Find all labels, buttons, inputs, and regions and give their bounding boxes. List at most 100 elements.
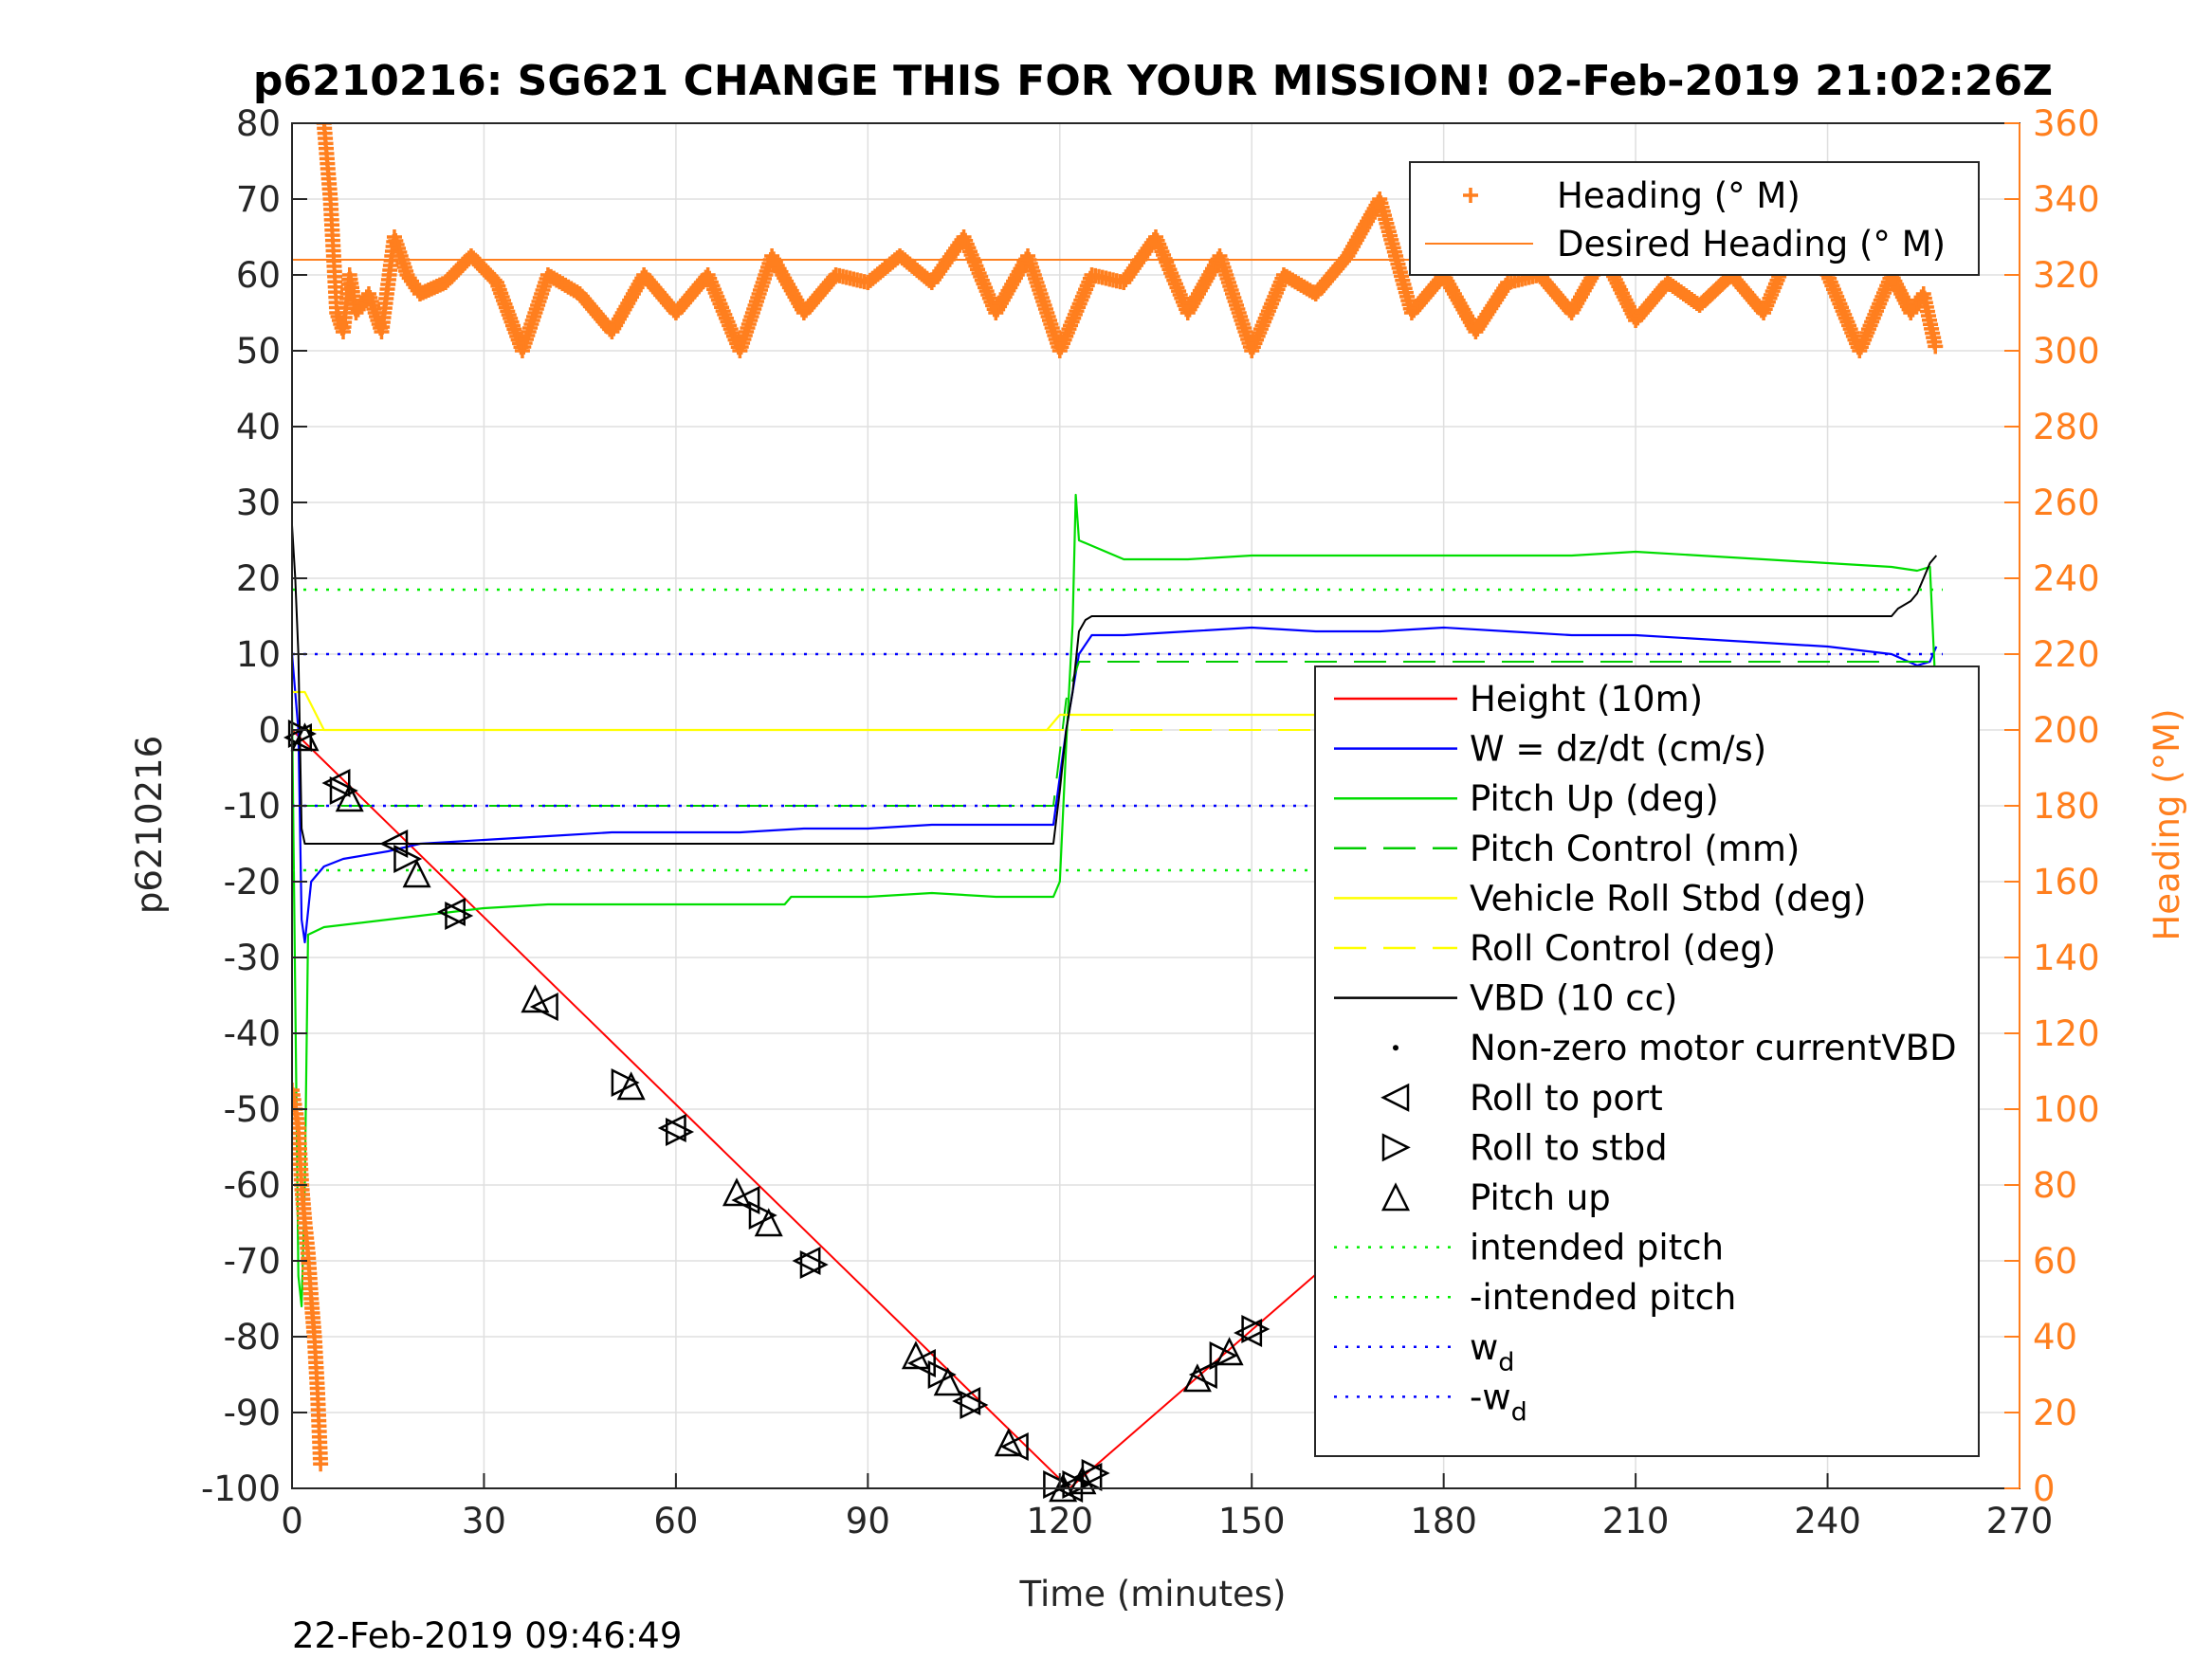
y-tick-label: -80 [224, 1317, 281, 1358]
legend-label: Pitch Up (deg) [1470, 778, 1719, 819]
heading-point [1611, 279, 1627, 295]
x-tick-label: 180 [1410, 1501, 1477, 1541]
y-axis-label-right: Heading (°M) [2147, 708, 2187, 940]
motor-marker [335, 783, 364, 812]
heading-point [1616, 288, 1632, 304]
y-tick-label: -10 [224, 786, 281, 827]
x-tick-label: 270 [1986, 1501, 2054, 1541]
print-timestamp: 22-Feb-2019 09:46:49 [292, 1615, 682, 1656]
motor-marker [722, 1177, 752, 1207]
plot-series [292, 123, 1944, 1488]
x-axis-label: Time (minutes) [1019, 1574, 1287, 1614]
motor-marker [1209, 1340, 1238, 1371]
x-tick-label: 0 [281, 1501, 303, 1541]
y-tick-label: 30 [236, 483, 281, 523]
motor-marker [290, 722, 320, 752]
motor-marker [1215, 1337, 1244, 1366]
x-tick-label: 150 [1218, 1501, 1286, 1541]
y-right-tick-label: 160 [2033, 862, 2100, 902]
motor-marker [393, 844, 423, 874]
legend-swatch [1380, 1182, 1411, 1212]
y-tick-label: -40 [224, 1013, 281, 1054]
heading-point [1618, 292, 1634, 308]
y-right-tick-label: 20 [2033, 1393, 2077, 1433]
series-w-dz-dt-cm-s [292, 626, 1938, 944]
motor-marker [799, 1249, 829, 1280]
y-right-tick-label: 60 [2033, 1241, 2077, 1282]
y-right-tick-label: 0 [2033, 1468, 2056, 1509]
legend-heading-box [1409, 161, 1980, 276]
legend-main: Height (10m) W = dz/dt (cm/s) Pitch Up (de… [1314, 665, 1980, 1457]
legend-label: Roll to stbd [1470, 1127, 1668, 1168]
y-right-tick-label: 100 [2033, 1089, 2100, 1130]
heading-point [1928, 338, 1944, 355]
legend-label: Height (10m) [1470, 679, 1703, 720]
motor-marker [666, 1117, 695, 1147]
y-tick-label: -100 [201, 1468, 281, 1509]
motor-marker [616, 1071, 646, 1101]
x-tick-label: 120 [1026, 1501, 1093, 1541]
motor-marker [933, 1367, 962, 1396]
y-axis-label: p6210216 [129, 736, 170, 914]
y-tick-label: 70 [236, 179, 281, 220]
heading-point [292, 1083, 300, 1098]
y-tick-label: 0 [258, 710, 281, 751]
heading-point [313, 1456, 329, 1472]
legend-label: Pitch Control (mm) [1470, 829, 1800, 869]
legend-heading-label: Heading (° M) [1557, 175, 1801, 216]
legend-heading-label: Desired Heading (° M) [1557, 224, 1946, 264]
y-right-tick-label: 240 [2033, 558, 2100, 599]
motor-marker [287, 719, 317, 749]
series-vbd-10-cc [292, 524, 1938, 845]
y-tick-label: 60 [236, 255, 281, 296]
legend-label: Roll to port [1470, 1078, 1663, 1119]
legend-label: Roll Control (deg) [1470, 928, 1776, 969]
legend-label: W = dz/dt (cm/s) [1470, 729, 1766, 770]
motor-marker [1188, 1359, 1217, 1390]
series-heading-m [316, 123, 1944, 358]
motor-marker [999, 1431, 1029, 1462]
legend-heading-swatch [1463, 188, 1478, 203]
legend-label: intended pitch [1470, 1228, 1724, 1268]
heading-point [1609, 275, 1625, 291]
motor-marker [521, 984, 550, 1013]
y-tick-label: 80 [236, 103, 281, 144]
motor-marker [906, 1348, 936, 1378]
motor-marker [994, 1428, 1023, 1457]
y-tick-label: -60 [224, 1165, 281, 1206]
y-tick-label: 40 [236, 407, 281, 447]
motor-marker [529, 992, 558, 1022]
legend-swatch [1381, 1133, 1411, 1162]
x-tick-label: 240 [1794, 1501, 1861, 1541]
legend-heading: Heading (° M) Desired Heading (° M) [1409, 161, 1980, 276]
motor-marker [754, 1208, 783, 1237]
y-right-tick-label: 180 [2033, 786, 2100, 827]
heading-point [1619, 296, 1636, 312]
y-right-tick-label: 260 [2033, 483, 2100, 523]
motor-marker [321, 768, 351, 798]
legend-label: Vehicle Roll Stbd (deg) [1470, 878, 1866, 919]
heading-point [1613, 282, 1629, 298]
heading-point [1622, 302, 1638, 319]
motor-marker [960, 1390, 989, 1420]
y-tick-label: 20 [236, 558, 281, 599]
y-tick-label: -20 [224, 862, 281, 902]
legend-label: Non-zero motor currentVBD [1470, 1028, 1957, 1068]
motor-marker [1241, 1314, 1271, 1344]
y-tick-label: -30 [224, 938, 281, 978]
legend-label: VBD (10 cc) [1470, 978, 1677, 1019]
motor-marker [445, 901, 474, 931]
x-axis: 0 30 60 90 120 150 180 210 240 270 [281, 1473, 2053, 1541]
y-right-tick-label: 120 [2033, 1013, 2100, 1054]
y-right-tick-label: 200 [2033, 710, 2100, 751]
y-tick-label: 50 [236, 331, 281, 372]
series-pitch-up-deg [292, 493, 1938, 1308]
chart-title: p6210216: SG621 CHANGE THIS FOR YOUR MIS… [253, 57, 2053, 105]
motor-marker [402, 859, 431, 888]
y-right-tick-label: 40 [2033, 1317, 2077, 1358]
y-axis-left: -100-90-80-70-60-50-40-30-20-10010203040… [201, 103, 307, 1509]
heading-point [1614, 285, 1630, 301]
motor-marker [1068, 1466, 1097, 1495]
y-right-tick-label: 320 [2033, 255, 2100, 296]
